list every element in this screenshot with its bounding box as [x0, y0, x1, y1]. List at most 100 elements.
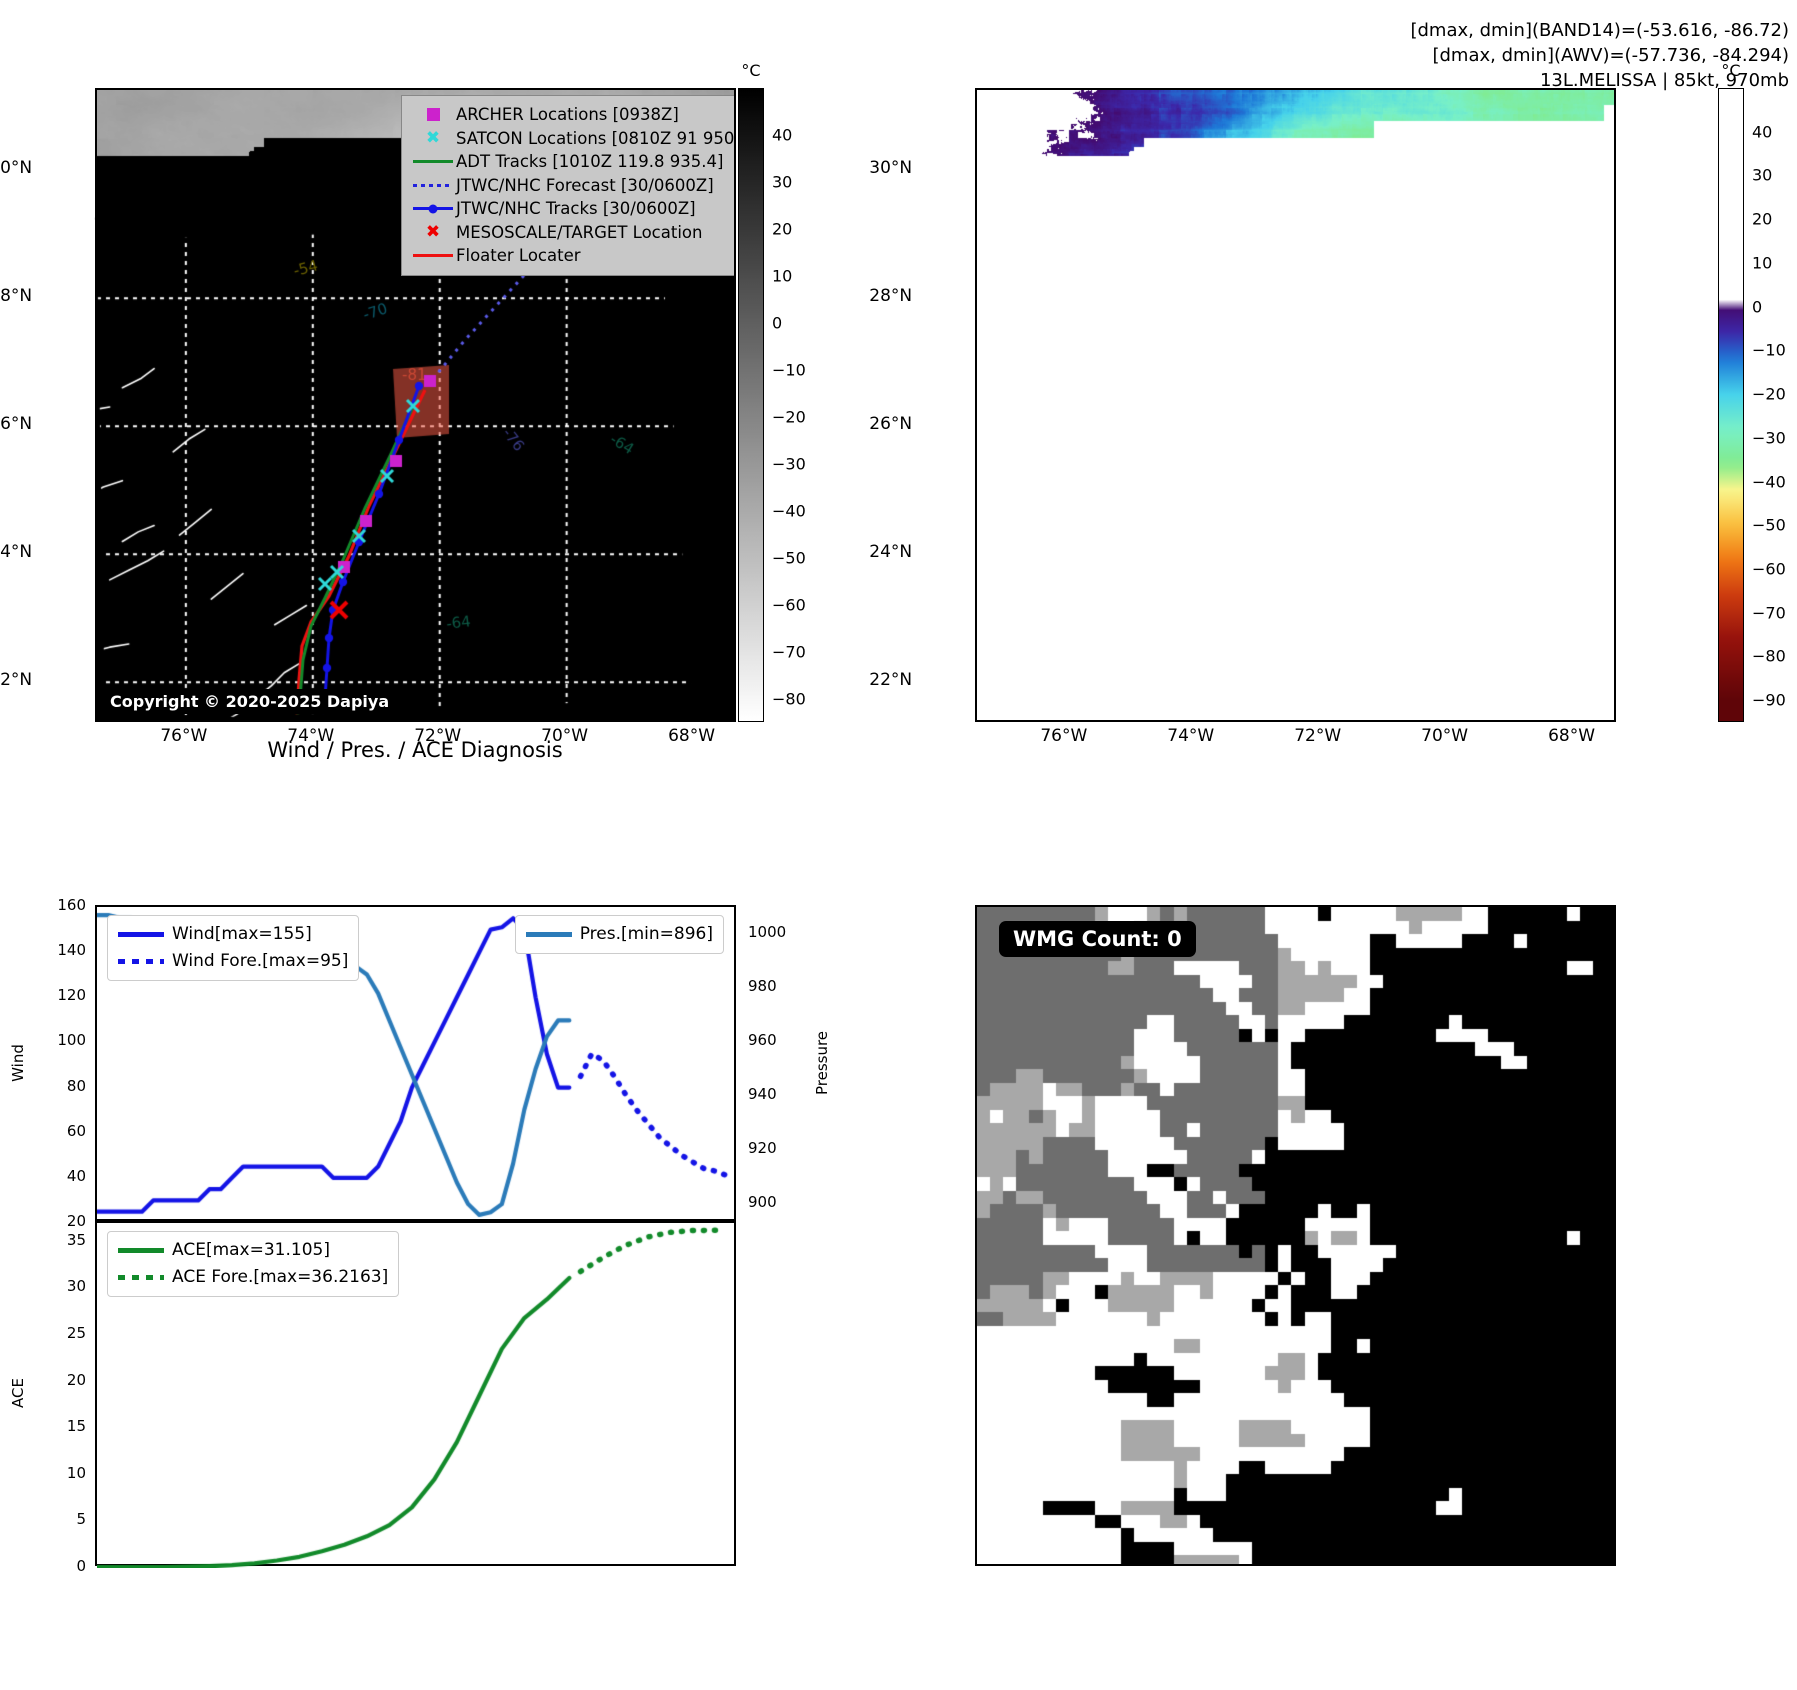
- lon-tick: 72°W: [414, 726, 462, 746]
- colorbar-tick: 30: [1752, 165, 1773, 185]
- lon-tick: 68°W: [668, 726, 716, 746]
- wind-y-axis: 20 40 60 80 100 120 140 160 Wind: [0, 896, 95, 1230]
- legend-label: ARCHER Locations [0938Z]: [456, 105, 679, 124]
- y-tick: 30: [66, 1277, 86, 1296]
- y-tick: 40: [66, 1166, 86, 1185]
- y-tick: 160: [57, 896, 86, 914]
- lat-tick: 22°N: [869, 670, 913, 691]
- legend-label: Floater Locater: [456, 246, 581, 265]
- legend-label: JTWC/NHC Tracks [30/0600Z]: [456, 199, 696, 218]
- lat-tick: 26°N: [869, 414, 913, 435]
- colorbar-tick: −10: [1752, 340, 1786, 360]
- longitude-axis-left: 76°W 74°W 72°W 70°W 68°W: [95, 726, 736, 756]
- ace-legend: ACE[max=31.105] ACE Fore.[max=36.2163]: [107, 1231, 400, 1297]
- colorbar-tick: −30: [1752, 428, 1786, 448]
- colorbar-tick: −20: [1752, 384, 1786, 404]
- y-tick: 0: [76, 1557, 86, 1575]
- legend-label: ACE[max=31.105]: [172, 1240, 330, 1260]
- line-marker-swatch-icon: [410, 197, 456, 221]
- colorbar-gradient-enhanced-ir: [1718, 88, 1744, 722]
- colorbar-tick: −30: [772, 454, 806, 474]
- y2-tick: 980: [748, 977, 777, 996]
- awv-enhanced-ir-map[interactable]: [975, 88, 1616, 722]
- colorbar-tick: 20: [772, 219, 793, 239]
- colorbar-tick: −50: [772, 548, 806, 568]
- solid-line-swatch-icon: [118, 1248, 172, 1253]
- lat-tick: 30°N: [869, 158, 913, 179]
- ace-chart[interactable]: ACE[max=31.105] ACE Fore.[max=36.2163]: [95, 1221, 738, 1568]
- y-tick: 60: [66, 1121, 86, 1140]
- lon-tick: 76°W: [160, 726, 208, 746]
- wind-legend: Wind[max=155] Wind Fore.[max=95]: [107, 915, 360, 981]
- dmax-dmin-awv: [dmax, dmin](AWV)=(-57.736, -84.294): [1432, 45, 1789, 66]
- colorbar-tick: −40: [1752, 472, 1786, 492]
- lat-tick: 30°N: [0, 158, 33, 179]
- legend-label: SATCON Locations [0810Z 91 950]: [456, 128, 736, 148]
- colorbar-tick: −50: [1752, 515, 1786, 535]
- legend-row: Pres.[min=896]: [525, 921, 713, 948]
- colorbar-units-left: °C: [741, 61, 761, 80]
- legend-row: JTWC/NHC Tracks [30/0600Z]: [410, 197, 734, 221]
- colorbar-tick: −90: [1752, 690, 1786, 710]
- y-axis-label: ACE: [9, 1378, 27, 1408]
- legend-row: ARCHER Locations [0938Z]: [410, 103, 734, 127]
- colorbar-tick: 10: [772, 266, 793, 286]
- legend-row: ✖ MESOSCALE/TARGET Location: [410, 221, 734, 245]
- colorbar-tick: −80: [772, 689, 806, 709]
- colorbar-tick: −20: [772, 407, 806, 427]
- lat-tick: 26°N: [0, 414, 33, 435]
- y-tick: 5: [76, 1510, 86, 1529]
- legend-label: Wind[max=155]: [172, 924, 312, 944]
- line-swatch-icon: [410, 150, 456, 174]
- charts-title: Wind / Pres. / ACE Diagnosis: [267, 738, 563, 762]
- y-tick: 10: [66, 1463, 86, 1482]
- latitude-axis-right: 30°N 28°N 26°N 24°N 22°N: [869, 88, 975, 722]
- colorbar-tick: 0: [772, 313, 783, 333]
- pressure-y-axis: 900 920 940 960 980 1000 Pressure: [736, 905, 856, 1221]
- colorbar-tick: −70: [772, 642, 806, 662]
- colorbar-tick: −60: [772, 595, 806, 615]
- dotted-line-swatch-icon: [410, 174, 456, 198]
- satellite-imagery-enhanced: [977, 90, 1614, 720]
- legend-row: ACE Fore.[max=36.2163]: [118, 1264, 388, 1291]
- legend-row: ACE[max=31.105]: [118, 1237, 388, 1264]
- copyright-notice: Copyright © 2020-2025 Dapiya: [103, 689, 397, 714]
- dotted-line-swatch-icon: [118, 959, 172, 964]
- wind-pressure-chart[interactable]: Wind[max=155] Wind Fore.[max=95] Pres.[mi…: [95, 905, 738, 1223]
- colorbar-tick: −80: [1752, 646, 1786, 666]
- legend-row: Wind[max=155]: [118, 921, 348, 948]
- lat-tick: 24°N: [869, 542, 913, 563]
- y-tick: 15: [66, 1417, 86, 1436]
- longitude-axis-right: 76°W 74°W 72°W 70°W 68°W: [975, 726, 1616, 756]
- lat-tick: 22°N: [0, 670, 33, 691]
- lat-tick: 28°N: [0, 286, 33, 307]
- temperature-colorbar-left: °C 40 30 20 10 0 −10 −20 −30 −40 −50 −60 −70 −80: [738, 61, 858, 722]
- y-axis-label: Wind: [9, 1044, 27, 1082]
- colorbar-tick: −10: [772, 360, 806, 380]
- latitude-axis-left: 30°N 28°N 26°N 24°N 22°N: [0, 88, 95, 722]
- solid-line-swatch-icon: [118, 932, 172, 937]
- square-marker-icon: [410, 103, 456, 127]
- wmg-raster: [977, 907, 1614, 1564]
- y2-tick: 900: [748, 1193, 777, 1212]
- legend-row: JTWC/NHC Forecast [30/0600Z]: [410, 174, 734, 198]
- lon-tick: 70°W: [1421, 726, 1469, 746]
- legend-row: Wind Fore.[max=95]: [118, 948, 348, 975]
- colorbar-tick: −60: [1752, 559, 1786, 579]
- y-tick: 80: [66, 1076, 86, 1095]
- dmax-dmin-band14: [dmax, dmin](BAND14)=(-53.616, -86.72): [1410, 20, 1789, 41]
- y-tick: 120: [57, 986, 86, 1005]
- colorbar-tick: 40: [772, 125, 793, 145]
- y-tick: 20: [66, 1212, 86, 1230]
- y2-tick: 940: [748, 1085, 777, 1104]
- lon-tick: 74°W: [1167, 726, 1215, 746]
- wmg-classification-map[interactable]: WMG Count: 0: [975, 905, 1616, 1566]
- colorbar-tick: 40: [1752, 122, 1773, 142]
- y-tick: 140: [57, 941, 86, 960]
- wmg-count-badge: WMG Count: 0: [999, 921, 1196, 957]
- legend-label: Pres.[min=896]: [579, 924, 713, 944]
- colorbar-tick: 0: [1752, 297, 1763, 317]
- colorbar-tick: −70: [1752, 603, 1786, 623]
- goes19-band14-map[interactable]: ARCHER Locations [0938Z] ✖ SATCON Location…: [95, 88, 736, 722]
- pressure-legend: Pres.[min=896]: [514, 915, 724, 954]
